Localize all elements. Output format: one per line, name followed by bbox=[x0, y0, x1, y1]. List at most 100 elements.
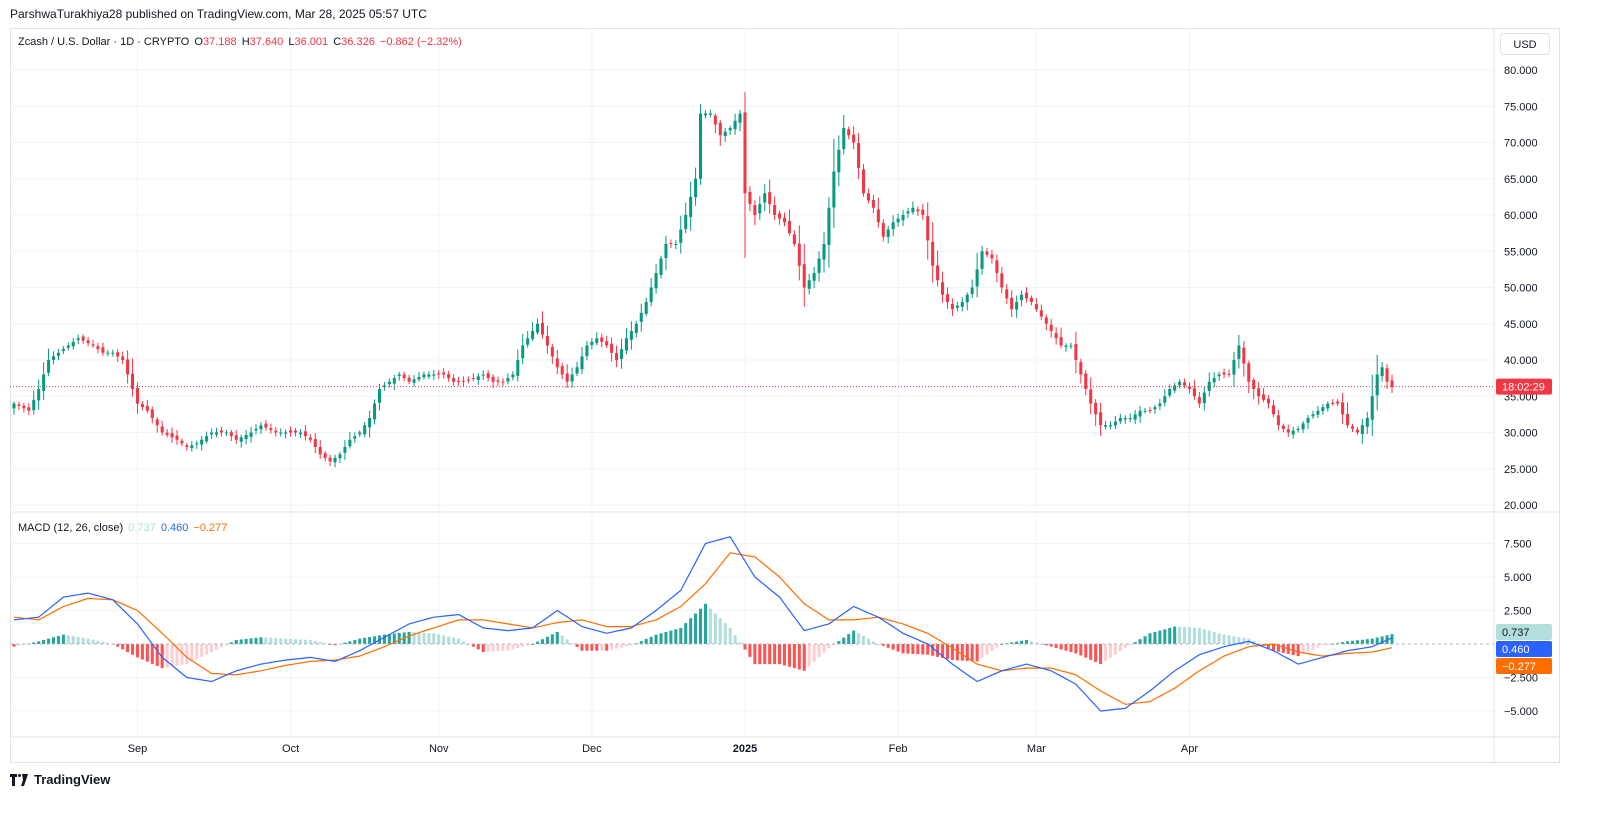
candle-body bbox=[1266, 398, 1271, 404]
candle-body bbox=[1385, 368, 1389, 382]
candle-body bbox=[37, 389, 41, 401]
macd-hist-bar bbox=[471, 644, 475, 647]
candle-body bbox=[289, 430, 293, 433]
candle-body bbox=[871, 199, 875, 208]
macd-hist-bar bbox=[600, 644, 604, 651]
candle-body bbox=[575, 367, 579, 374]
macd-hist-bar bbox=[1350, 640, 1355, 644]
candle-body bbox=[1084, 373, 1088, 389]
macd-hist-bar bbox=[387, 634, 391, 644]
candle-body bbox=[496, 380, 500, 382]
macd-hist-bar bbox=[452, 637, 456, 644]
macd-hist-bar bbox=[106, 642, 110, 644]
candle-body bbox=[210, 432, 214, 435]
candle-body bbox=[906, 211, 910, 214]
candle-body bbox=[807, 280, 811, 289]
currency-button[interactable]: USD bbox=[1500, 33, 1550, 55]
candle-body bbox=[323, 453, 327, 458]
macd-hist-bar bbox=[195, 644, 199, 660]
candle-body bbox=[1296, 428, 1300, 431]
candle-body bbox=[402, 374, 406, 379]
macd-hist-bar bbox=[748, 644, 752, 657]
candle-body bbox=[699, 113, 703, 179]
macd-hist-bar bbox=[1163, 629, 1167, 644]
candle-body bbox=[180, 440, 184, 444]
candle-body bbox=[980, 251, 984, 269]
macd-hist-bar bbox=[1326, 644, 1330, 645]
macd-hist-bar bbox=[916, 644, 920, 655]
candle-body bbox=[1311, 414, 1315, 417]
macd-hist-bar bbox=[585, 644, 589, 651]
candle-body bbox=[684, 215, 688, 230]
macd-hist-bar bbox=[1365, 639, 1369, 644]
candle-body bbox=[822, 244, 826, 260]
macd-hist-bar bbox=[461, 641, 465, 644]
candle-body bbox=[1341, 402, 1345, 415]
candle-body bbox=[1178, 381, 1182, 386]
macd-hist-bar bbox=[116, 644, 120, 647]
candle-body bbox=[348, 439, 352, 447]
macd-hist-bar bbox=[269, 637, 273, 644]
candle-body bbox=[1104, 425, 1108, 427]
macd-hist-bar bbox=[1123, 644, 1127, 649]
price-tick-label: 70.000 bbox=[1504, 138, 1538, 150]
macd-hist-bar bbox=[180, 644, 184, 665]
candle-body bbox=[373, 403, 377, 420]
candle-body bbox=[32, 399, 36, 411]
macd-hist-bar bbox=[1301, 644, 1305, 654]
candle-body bbox=[1365, 418, 1369, 427]
tradingview-footer[interactable]: TradingView bbox=[10, 772, 110, 787]
candle-body bbox=[708, 113, 712, 115]
candle-body bbox=[1281, 425, 1285, 429]
time-tick-label: 2025 bbox=[733, 743, 757, 755]
candle-body bbox=[624, 338, 628, 351]
candle-body bbox=[1163, 396, 1167, 403]
macd-hist-bar bbox=[896, 644, 900, 652]
candle-body bbox=[387, 381, 391, 385]
macd-hist-bar bbox=[985, 644, 989, 655]
macd-hist-bar bbox=[590, 644, 594, 651]
macd-hist-bar bbox=[160, 644, 164, 669]
symbol-title[interactable]: Zcash / U.S. Dollar · 1D · CRYPTO bbox=[18, 36, 190, 48]
candle-body bbox=[22, 405, 26, 409]
candle-body bbox=[970, 287, 974, 295]
macd-hist-bar bbox=[1390, 634, 1394, 644]
macd-hist-bar bbox=[155, 644, 159, 666]
candle-body bbox=[145, 405, 149, 411]
candle-body bbox=[1094, 402, 1098, 415]
macd-hist-bar bbox=[185, 644, 189, 665]
low-label: L bbox=[288, 36, 295, 48]
macd-hist-bar bbox=[644, 638, 648, 644]
candle-body bbox=[792, 234, 796, 244]
tradingview-brand: TradingView bbox=[34, 772, 111, 787]
macd-hist-bar bbox=[847, 634, 851, 644]
candle-body bbox=[1010, 297, 1014, 310]
macd-hist-bar bbox=[1227, 635, 1231, 644]
candle-body bbox=[580, 356, 584, 370]
macd-hist-bar bbox=[61, 634, 65, 644]
macd-title[interactable]: MACD (12, 26, close) bbox=[18, 522, 124, 534]
candle-body bbox=[1271, 405, 1275, 415]
candle-body bbox=[274, 430, 278, 433]
macd-hist-bar bbox=[970, 644, 974, 662]
chart-frame[interactable] bbox=[10, 28, 1560, 763]
candle-body bbox=[1197, 397, 1201, 404]
macd-hist-bar bbox=[980, 644, 984, 658]
candle-body bbox=[412, 379, 416, 383]
candle-body bbox=[1291, 430, 1295, 435]
candle-body bbox=[200, 439, 204, 445]
candle-body bbox=[1168, 389, 1172, 396]
candle-body bbox=[229, 432, 233, 437]
macd-hist-bar bbox=[817, 644, 821, 658]
macd-hist-bar bbox=[861, 635, 866, 644]
macd-hist-bar bbox=[1232, 636, 1236, 644]
macd-hist-bar bbox=[126, 644, 130, 653]
macd-hist-bar bbox=[1346, 641, 1350, 644]
macd-hist-bar bbox=[506, 644, 510, 651]
price-tick-label: 60.000 bbox=[1504, 210, 1538, 222]
macd-hist-bar bbox=[1044, 644, 1048, 646]
candle-body bbox=[1346, 414, 1350, 426]
macd-hist-bar bbox=[540, 639, 545, 644]
candle-body bbox=[1148, 410, 1152, 412]
